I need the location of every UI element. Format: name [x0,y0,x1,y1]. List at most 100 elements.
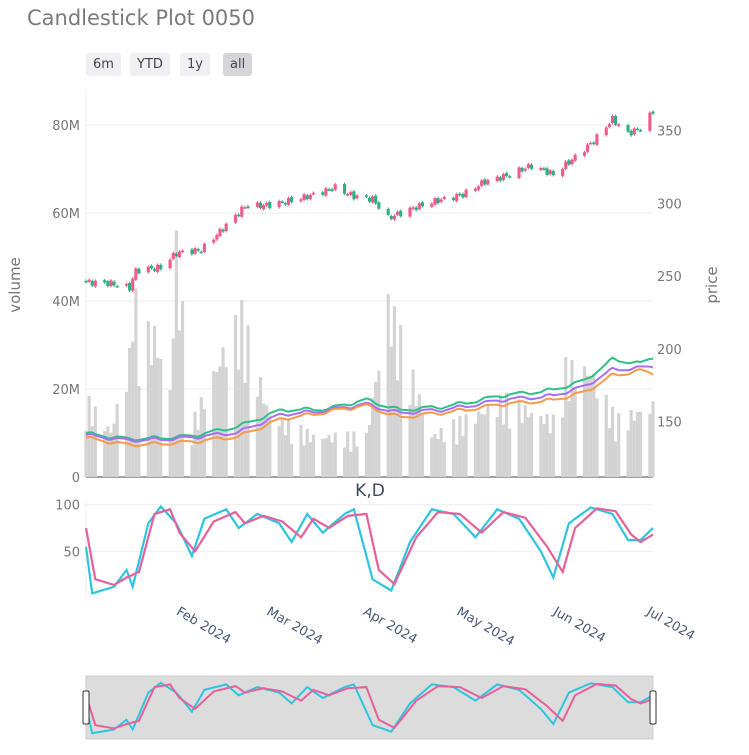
volume-bar [262,403,266,477]
candle-down [321,192,325,195]
candle-up [134,268,138,280]
chart-title: Candlestick Plot 0050 [27,6,256,30]
candle-up [570,159,574,165]
volume-bar [480,413,484,477]
volume-bar [330,442,334,477]
volume-bar [455,444,459,477]
volume-bar [592,372,596,477]
volume-bar [570,359,574,477]
range-button-ytd[interactable]: YTD [130,53,170,76]
volume-bar [442,442,446,477]
candle-up [124,284,129,286]
candle-down [399,210,403,217]
candle-up [171,252,175,259]
candle-up [395,211,400,215]
volume-bar [321,438,325,477]
y-right-axis-title: price [703,266,721,303]
candle-up [93,280,97,287]
moving-average-line [85,356,653,442]
candle-up [442,196,446,199]
volume-bar [308,442,312,477]
volume-bar [529,412,534,477]
candle-down [651,111,655,114]
candle-up [333,184,337,190]
candle-up [215,234,219,240]
range-slider-left-handle[interactable] [82,690,90,725]
volume-bar [146,321,150,477]
volume-bar [237,369,241,477]
candle-down [196,249,200,251]
moving-average-line [85,368,654,448]
d-line [84,507,654,587]
candle-up [87,279,91,282]
volume-bar [408,404,412,477]
volume-bar [364,433,368,477]
volume-bar [374,381,378,477]
volume-bar [610,407,615,477]
volume-bar [327,435,331,477]
range-slider-track[interactable] [86,676,653,739]
volume-bar [280,418,284,477]
candle-up [109,280,113,287]
volume-bar [243,382,247,477]
volume-bar [548,433,552,477]
y-left-tick-label: 60M [52,207,80,222]
candle-down [190,249,194,255]
candle-down [635,128,639,131]
candle-down [128,283,132,291]
candle-down [258,202,263,208]
volume-bar [476,411,481,477]
candle-up [193,248,197,254]
x-date-tick-label: May 2024 [454,604,517,649]
volume-bar [367,424,372,477]
range-slider-right-handle[interactable] [649,690,657,725]
volume-bar [483,414,487,477]
volume-bar [299,424,303,477]
range-button-6m[interactable]: 6m [86,53,121,76]
volume-bar [258,377,263,477]
volume-bar [177,330,182,477]
candle-up [212,239,216,243]
candle-down [529,164,534,169]
x-date-tick-label: Apr 2024 [360,604,419,647]
main-panel[interactable] [84,90,655,478]
candle-up [349,191,353,195]
range-button-all[interactable]: all [223,53,253,76]
candle-down [367,197,372,202]
volume-bar [614,441,618,477]
range-slider[interactable] [82,675,657,740]
volume-bar [501,424,506,477]
volume-bar [386,294,390,477]
candle-up [286,198,291,205]
candle-up [632,128,636,135]
volume-bar [134,288,138,477]
volume-bar [283,435,287,477]
candle-up [177,251,182,258]
candle-up [604,127,608,136]
volume-bar [115,403,119,477]
volume-bar [417,394,421,477]
candle-down [386,208,390,215]
candle-down [283,203,287,205]
volume-bar [632,420,636,477]
candle-down [330,189,334,191]
candle-down [551,171,555,176]
candle-up [486,179,490,185]
volume-bar [495,417,499,477]
range-button-1y[interactable]: 1y [180,53,210,76]
volume-bar [156,357,160,477]
candle-up [586,144,590,152]
volume-bar [93,406,97,477]
candle-up [392,215,396,220]
volume-bar [103,430,107,477]
candle-up [473,188,477,191]
volume-bar [349,451,353,477]
volume-bar [551,414,555,477]
kd-panel[interactable]: 50 100 [55,499,654,598]
candle-up [302,194,306,200]
candle-up [408,207,412,217]
candle-up [501,174,506,180]
volume-bar [346,431,350,477]
candle-up [526,164,530,168]
candle-down [84,280,88,283]
